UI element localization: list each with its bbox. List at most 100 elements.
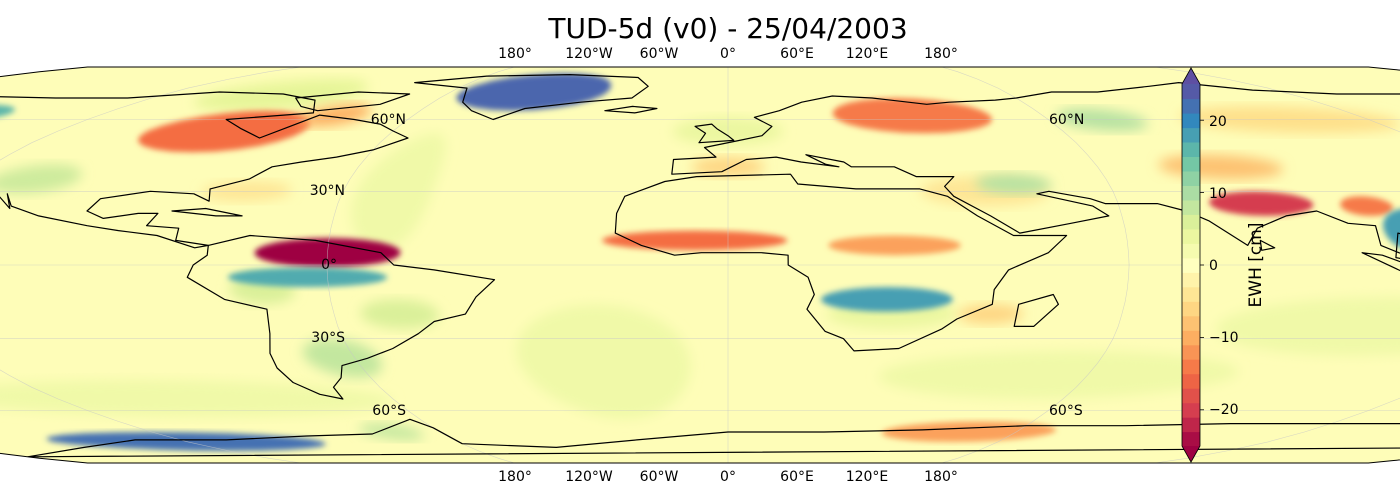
lon-label-bottom: 180° bbox=[924, 469, 958, 485]
colorbar-segment bbox=[1182, 156, 1200, 172]
map-title: TUD-5d (v0) - 25/04/2003 bbox=[547, 12, 907, 45]
colorbar-segment bbox=[1182, 214, 1200, 230]
colorbar-extend-max bbox=[1182, 68, 1200, 84]
anomaly-region bbox=[601, 230, 788, 251]
colorbar-tick-label: 20 bbox=[1209, 114, 1227, 130]
lon-label-bottom: 180° bbox=[498, 469, 532, 485]
lon-label-bottom: 120°W bbox=[565, 469, 613, 485]
longitude-labels-bottom: 180° 120°W 60°W 0° 60°E 120°E 180° bbox=[498, 469, 958, 485]
coastline-eurasia bbox=[671, 82, 1400, 264]
lat-label-left: 30°N bbox=[310, 183, 345, 199]
colorbar-segment bbox=[1182, 431, 1200, 447]
anomaly-region bbox=[1209, 191, 1314, 216]
coastline-sri-lanka bbox=[1259, 239, 1276, 251]
lon-label-top: 120°W bbox=[565, 46, 613, 62]
colorbar-segment bbox=[1182, 301, 1200, 317]
anomaly-region bbox=[515, 304, 691, 420]
lon-label-bottom: 60°W bbox=[640, 469, 679, 485]
anomaly-region bbox=[227, 267, 388, 288]
colorbar-segment bbox=[1182, 344, 1200, 360]
anomaly-region bbox=[1215, 296, 1400, 356]
coastline-cuba bbox=[171, 207, 243, 217]
coastline-madagascar bbox=[1013, 293, 1059, 327]
colorbar-label: EWH [cm] bbox=[1246, 223, 1266, 308]
colorbar-segment bbox=[1182, 272, 1200, 288]
map-axes bbox=[0, 66, 1400, 464]
colorbar-segment bbox=[1182, 84, 1200, 100]
colorbar-segment bbox=[1182, 141, 1200, 157]
anomaly-region bbox=[832, 98, 993, 134]
colorbar-tick-label: −10 bbox=[1209, 330, 1239, 346]
lon-label-bottom: 0° bbox=[720, 469, 736, 485]
colorbar-segment bbox=[1182, 127, 1200, 143]
lat-label-right: 60°S bbox=[1049, 403, 1083, 419]
anomaly-region bbox=[877, 350, 1239, 399]
anomaly-region bbox=[0, 164, 82, 194]
anomaly-region bbox=[193, 79, 369, 111]
colorbar-segment bbox=[1182, 417, 1200, 433]
anomaly-region bbox=[1178, 106, 1400, 134]
colorbar-tick-label: 10 bbox=[1209, 186, 1227, 202]
colorbar-segment bbox=[1182, 113, 1200, 129]
lat-label-left: 60°S bbox=[372, 403, 406, 419]
colorbar-segment bbox=[1182, 98, 1200, 114]
colorbar-segment bbox=[1182, 286, 1200, 302]
coastline-antarctica bbox=[27, 418, 1400, 458]
lon-label-top: 120°E bbox=[846, 46, 889, 62]
colorbar-ticks: 20 10 0 −10 −20 bbox=[1200, 114, 1239, 418]
lon-label-bottom: 120°E bbox=[846, 469, 889, 485]
anomaly-region bbox=[360, 299, 440, 329]
anomaly-region bbox=[827, 235, 962, 256]
lon-label-top: 0° bbox=[720, 46, 736, 62]
colorbar-segment bbox=[1182, 185, 1200, 201]
colorbar-segment bbox=[1182, 373, 1200, 389]
colorbar-tick-label: 0 bbox=[1209, 258, 1218, 274]
anomaly-region bbox=[957, 304, 1024, 324]
colorbar-segment bbox=[1182, 243, 1200, 259]
colorbar: 20 10 0 −10 −20 EWH [cm] bbox=[1181, 67, 1266, 463]
map-border bbox=[0, 66, 1400, 464]
coastline-africa bbox=[614, 173, 1068, 352]
colorbar-segment bbox=[1182, 170, 1200, 186]
colorbar-outline bbox=[1181, 67, 1201, 463]
colorbar-segment bbox=[1182, 199, 1200, 215]
colorbar-segment bbox=[1182, 402, 1200, 418]
coastline-greenland bbox=[414, 74, 649, 121]
anomaly-region bbox=[1340, 196, 1394, 216]
colorbar-tick-label: −20 bbox=[1209, 402, 1239, 418]
longitude-labels-top: 180° 120°W 60°W 0° 60°E 120°E 180° bbox=[498, 46, 958, 62]
anomaly-region bbox=[137, 110, 311, 153]
colorbar-segment bbox=[1182, 315, 1200, 331]
coastline-uk bbox=[694, 123, 735, 144]
anomaly-region bbox=[297, 104, 372, 127]
lat-label-left: 60°N bbox=[371, 112, 406, 128]
colorbar-segment bbox=[1182, 388, 1200, 404]
colorbar-segment bbox=[1182, 228, 1200, 244]
coastlines bbox=[0, 74, 1400, 458]
coastline-baffin-island bbox=[295, 91, 411, 112]
anomaly-region bbox=[975, 174, 1052, 194]
graticule bbox=[0, 67, 1400, 463]
anomaly-region bbox=[0, 380, 394, 418]
colorbar-segments bbox=[1182, 68, 1200, 462]
colorbar-segment bbox=[1182, 359, 1200, 375]
lon-label-top: 60°W bbox=[640, 46, 679, 62]
latitude-labels-right: 60°N 60°S bbox=[1049, 112, 1084, 419]
coastline-iceland bbox=[604, 105, 658, 114]
lon-label-top: 180° bbox=[498, 46, 532, 62]
lat-label-left: 0° bbox=[321, 257, 337, 273]
latitude-labels-left: 60°N 30°N 0° 30°S 60°S bbox=[310, 112, 406, 419]
lon-label-top: 60°E bbox=[780, 46, 814, 62]
lat-label-left: 30°S bbox=[311, 330, 345, 346]
lon-label-top: 180° bbox=[924, 46, 958, 62]
anomaly-region bbox=[351, 133, 446, 251]
lat-label-right: 60°N bbox=[1049, 112, 1084, 128]
coastline-sumatra bbox=[1361, 252, 1400, 281]
colorbar-segment bbox=[1182, 330, 1200, 346]
coastline-south-america bbox=[186, 234, 496, 400]
anomaly-region bbox=[820, 287, 954, 312]
anomaly-region bbox=[358, 423, 425, 440]
coastline-north-america bbox=[0, 91, 409, 249]
anomaly-region bbox=[456, 73, 612, 111]
